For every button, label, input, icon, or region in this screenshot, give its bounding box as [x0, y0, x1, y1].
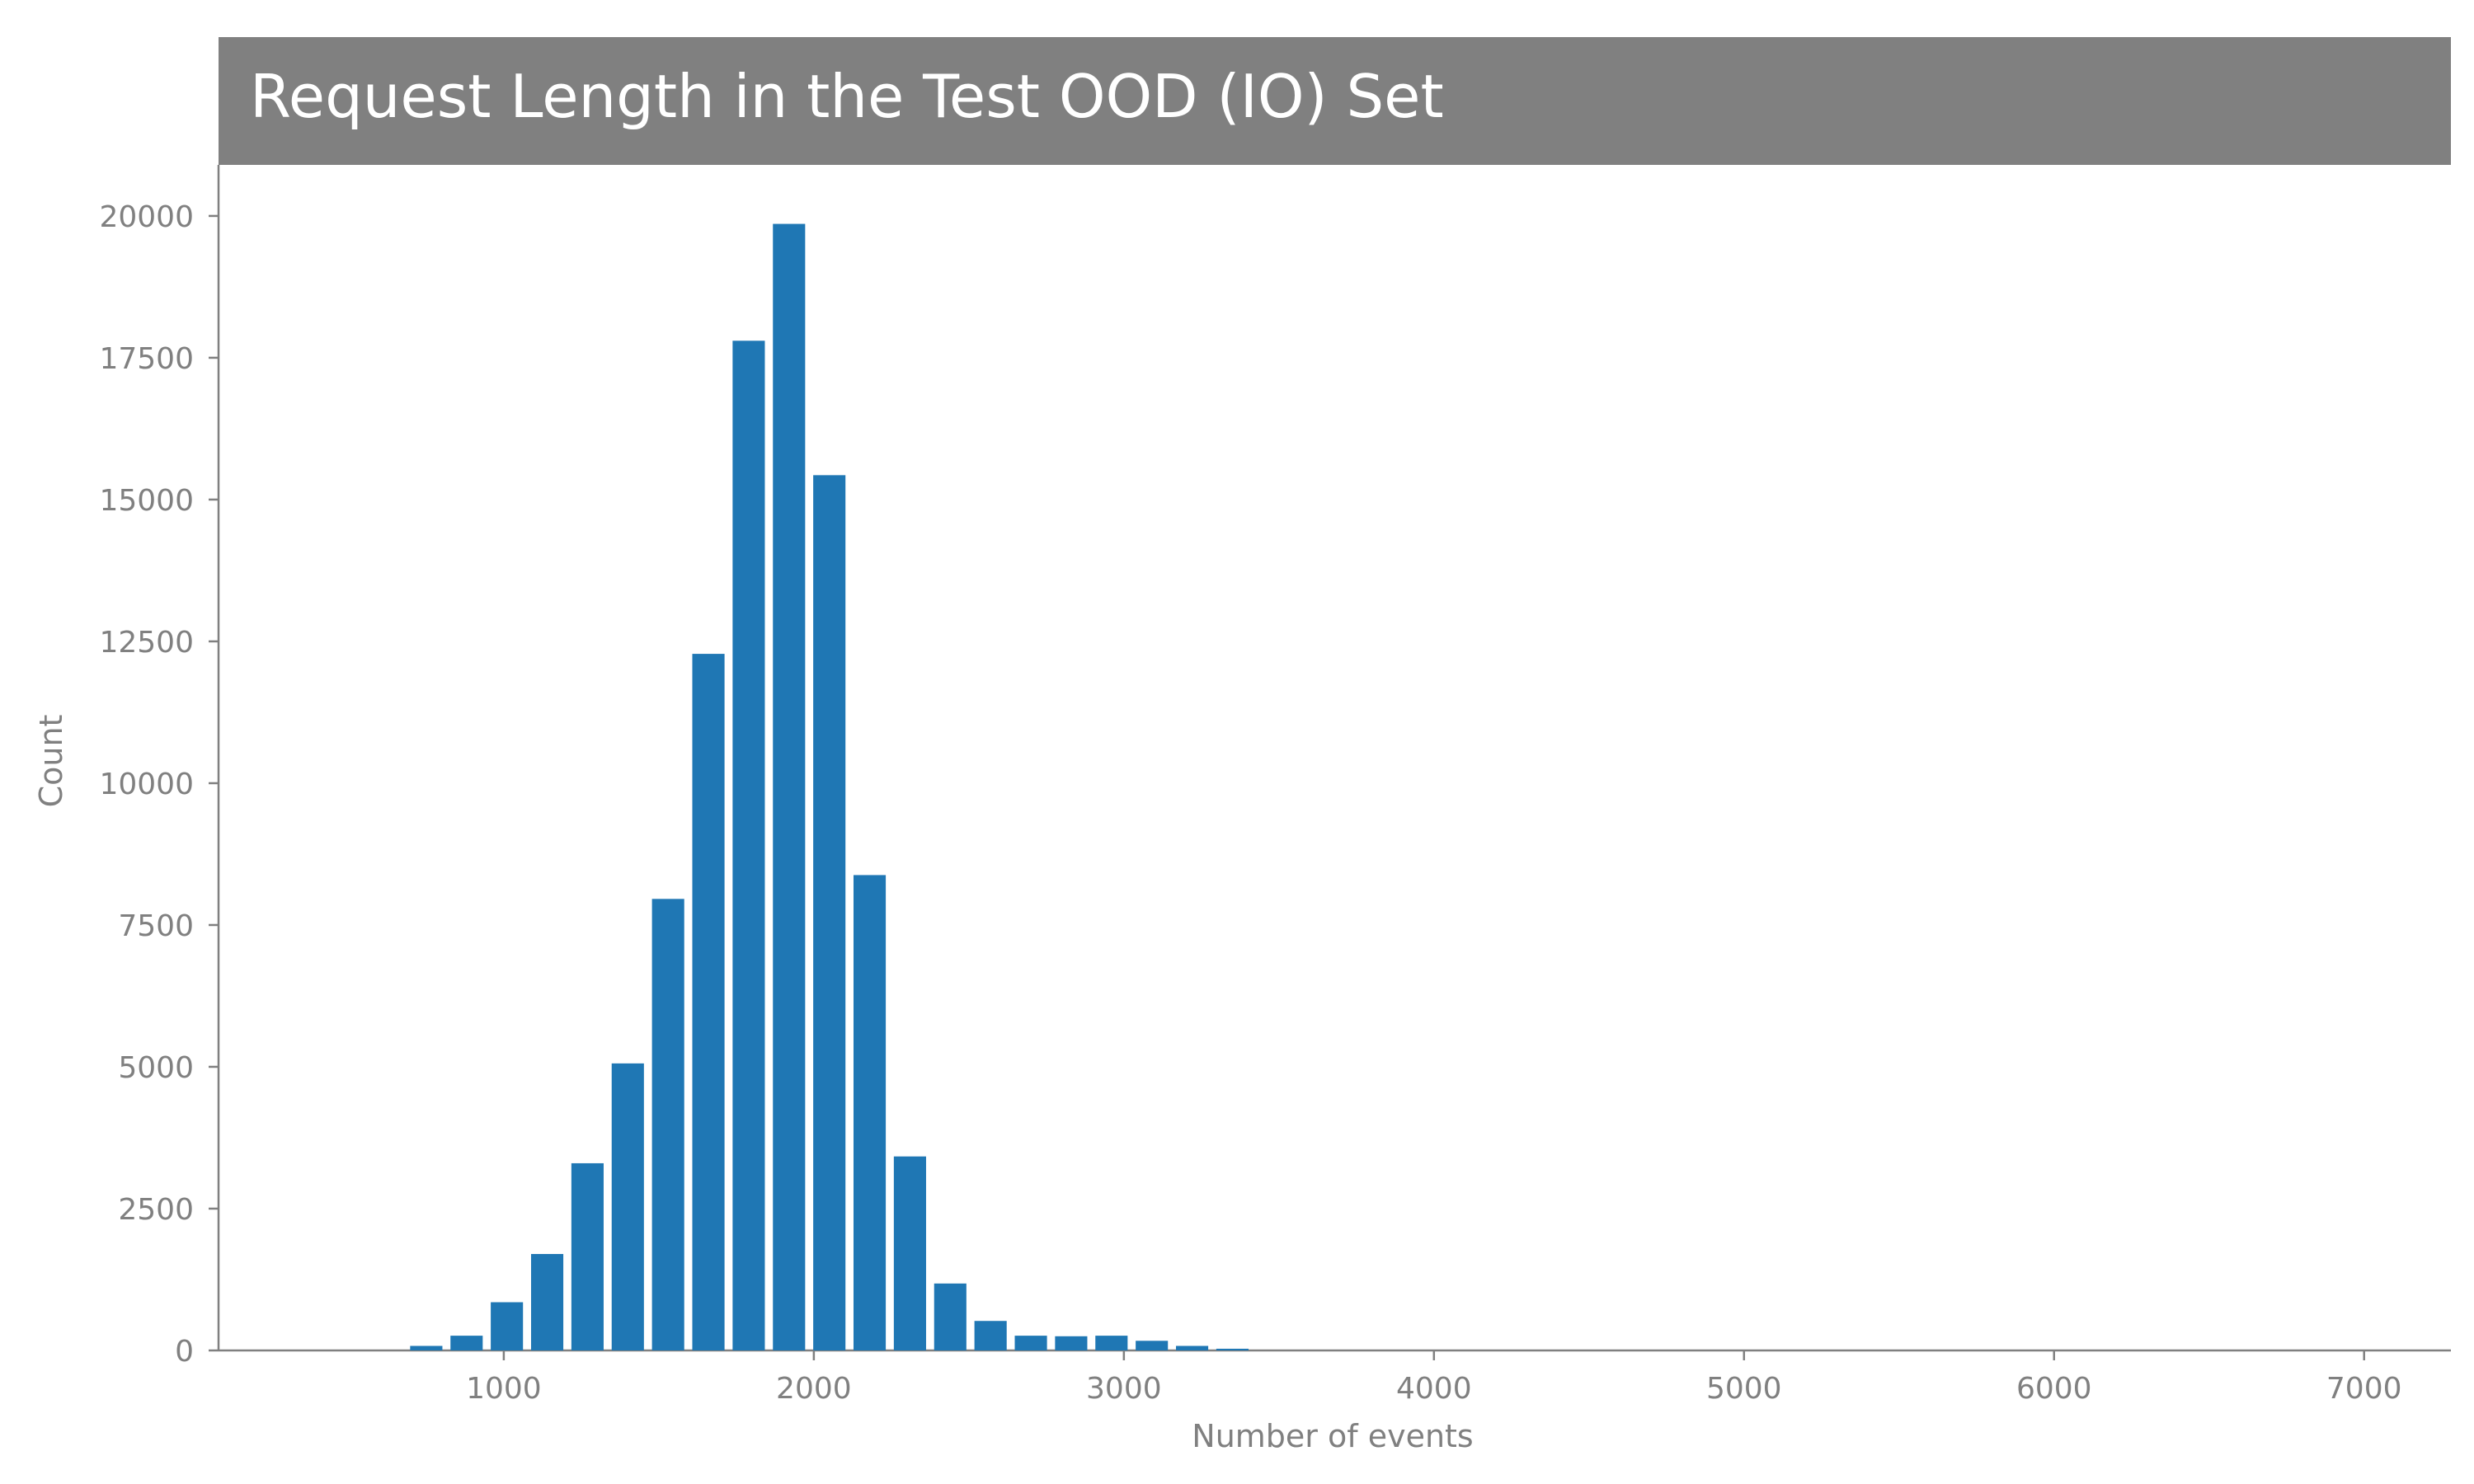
x-tick-label: 2000: [776, 1372, 852, 1406]
bar: [893, 1156, 926, 1350]
bar: [450, 1336, 483, 1350]
y-ticks-group: 0 2500 5000 7500 10000 12500 15000 17500 20000: [99, 200, 219, 1369]
bar: [732, 340, 765, 1350]
x-tick-label: 4000: [1396, 1372, 1472, 1406]
bar: [934, 1283, 967, 1350]
y-tick-label: 20000: [99, 200, 194, 234]
y-tick-label: 17500: [99, 342, 194, 376]
bars-group: [410, 223, 1249, 1350]
bar: [410, 1345, 443, 1350]
bar: [813, 475, 846, 1350]
y-tick-label: 2500: [118, 1193, 194, 1227]
bar: [974, 1321, 1007, 1350]
bar: [1055, 1336, 1088, 1350]
bar: [491, 1302, 524, 1350]
x-tick-label: 5000: [1706, 1372, 1782, 1406]
y-tick-label: 10000: [99, 768, 194, 801]
y-tick-label: 12500: [99, 626, 194, 660]
bar: [1014, 1336, 1047, 1350]
x-tick-label: 3000: [1086, 1372, 1162, 1406]
bar: [571, 1162, 604, 1350]
x-tick-label: 1000: [466, 1372, 542, 1406]
bar: [773, 223, 806, 1350]
bar: [651, 899, 684, 1350]
bar: [1095, 1336, 1128, 1350]
bar: [530, 1254, 564, 1350]
bar: [853, 875, 887, 1350]
y-tick-label: 0: [175, 1335, 194, 1369]
y-tick-label: 15000: [99, 484, 194, 518]
bar: [1216, 1348, 1249, 1350]
x-ticks-group: 1000 2000 3000 4000 5000 6000 7000: [466, 1350, 2402, 1406]
y-axis-title: Count: [33, 715, 69, 808]
y-tick-label: 5000: [118, 1051, 194, 1085]
bar: [1136, 1341, 1169, 1350]
x-axis-title: Number of events: [1192, 1418, 1473, 1454]
bar: [1176, 1345, 1209, 1350]
x-tick-label: 7000: [2326, 1372, 2402, 1406]
bar: [611, 1063, 644, 1350]
x-tick-label: 6000: [2016, 1372, 2092, 1406]
bar: [692, 654, 725, 1350]
chart-title: Request Length in the Test OOD (IO) Set: [250, 62, 1444, 131]
title-banner: [219, 37, 2451, 165]
y-tick-label: 7500: [118, 909, 194, 943]
